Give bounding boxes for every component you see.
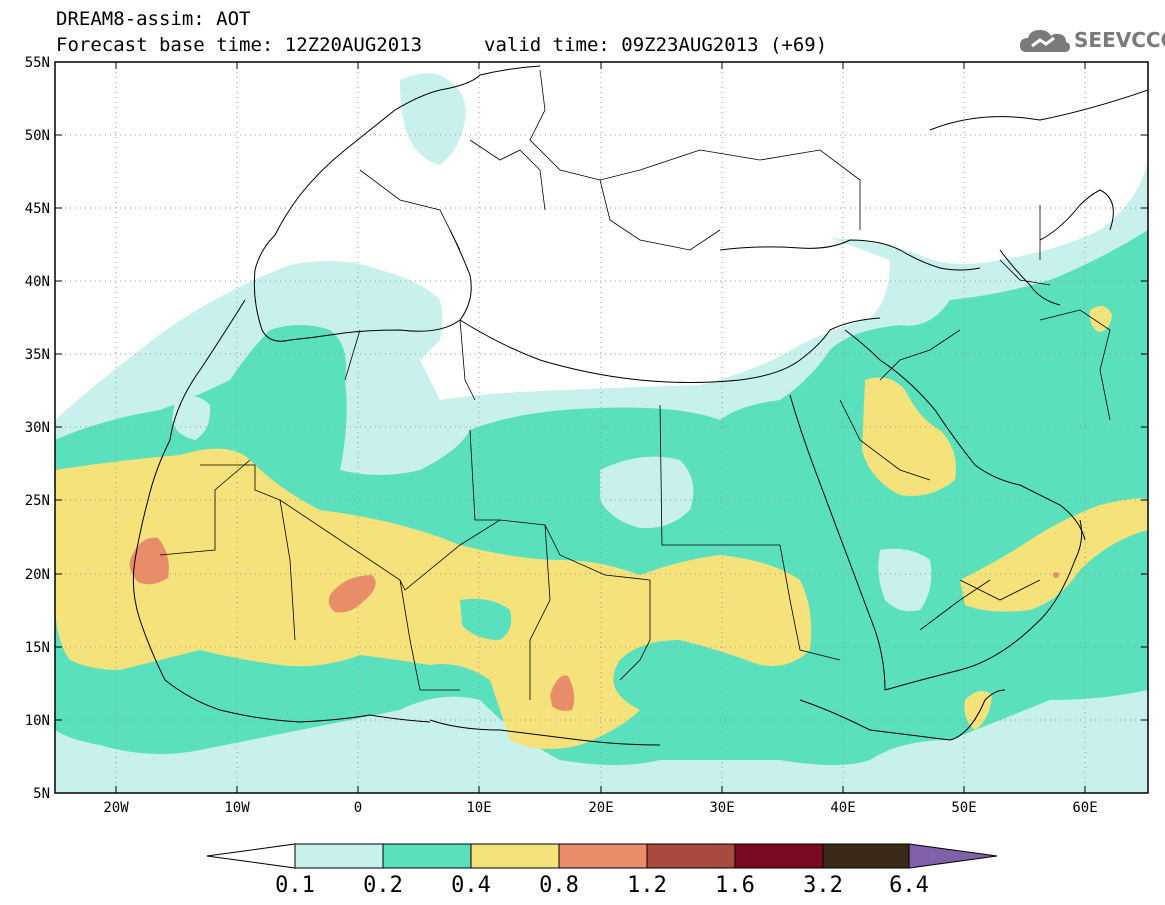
valid-time: valid time: 09Z23AUG2013 (+69) xyxy=(484,34,828,56)
colorbar-label: 6.4 xyxy=(889,873,929,898)
cloud-logo-icon xyxy=(1020,30,1070,52)
colorbar-segment xyxy=(558,843,648,869)
colorbar-label: 1.2 xyxy=(627,873,667,898)
colorbar-segment xyxy=(294,843,384,869)
color-bar-legend xyxy=(206,843,998,869)
lon-label: 40E xyxy=(830,800,855,816)
aot-contour-fill xyxy=(55,62,1148,793)
lon-label: 0 xyxy=(354,800,362,816)
lat-label: 10N xyxy=(25,713,50,729)
colorbar-label: 0.4 xyxy=(451,873,491,898)
latitude-labels: 55N 50N 45N 40N 35N 30N 25N 20N 15N 10N … xyxy=(25,55,50,802)
lat-label: 15N xyxy=(25,640,50,656)
lat-label: 30N xyxy=(25,420,50,436)
colorbar-label: 0.8 xyxy=(539,873,579,898)
colorbar-high-triangle xyxy=(908,843,998,869)
lon-label: 20W xyxy=(103,800,129,816)
chart-title: DREAM8-assim: AOT xyxy=(56,8,251,30)
lon-label: 20E xyxy=(588,800,613,816)
gridlines xyxy=(55,62,1148,793)
lat-label: 20N xyxy=(25,567,50,583)
seevccc-logo: SEEVCCC xyxy=(1018,24,1165,58)
colorbar-segment xyxy=(734,843,824,869)
lat-label: 45N xyxy=(25,201,50,217)
lat-label: 55N xyxy=(25,55,50,71)
lon-label: 50E xyxy=(951,800,976,816)
lat-label: 5N xyxy=(33,786,50,802)
colorbar-label: 3.2 xyxy=(803,873,843,898)
lat-label: 50N xyxy=(25,128,50,144)
axis-ticks xyxy=(55,61,1148,793)
colorbar-segment xyxy=(382,843,472,869)
colorbar-labels: 0.1 0.2 0.4 0.8 1.2 1.6 3.2 6.4 xyxy=(275,873,929,898)
colorbar-segment xyxy=(646,843,736,869)
colorbar-low-triangle xyxy=(206,843,296,869)
lat-label: 25N xyxy=(25,493,50,509)
lon-label: 10W xyxy=(224,800,250,816)
colorbar-label: 0.1 xyxy=(275,873,315,898)
colorbar-segment xyxy=(470,843,560,869)
country-borders xyxy=(159,69,1111,700)
colorbar-segment xyxy=(822,843,910,869)
lat-label: 35N xyxy=(25,347,50,363)
lon-label: 60E xyxy=(1072,800,1097,816)
forecast-base-time: Forecast base time: 12Z20AUG2013 xyxy=(56,34,423,56)
colorbar-label: 1.6 xyxy=(715,873,755,898)
longitude-labels: 20W 10W 0 10E 20E 30E 40E 50E 60E xyxy=(103,800,1097,816)
coastlines xyxy=(132,65,1148,746)
lon-label: 30E xyxy=(709,800,734,816)
lat-label: 40N xyxy=(25,274,50,290)
lon-label: 10E xyxy=(466,800,491,816)
logo-text: SEEVCCC xyxy=(1074,28,1165,52)
colorbar-label: 0.2 xyxy=(363,873,403,898)
